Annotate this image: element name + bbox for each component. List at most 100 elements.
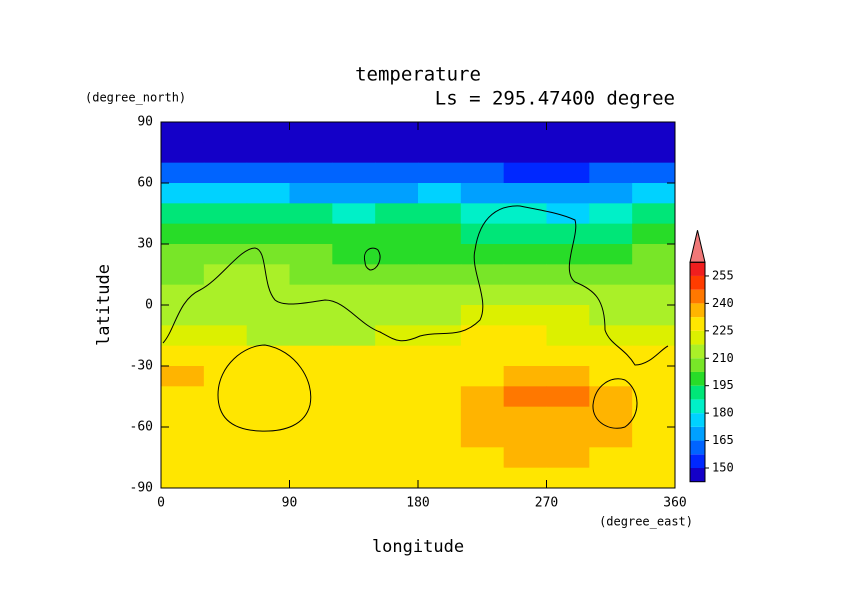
- y-tick-label: -90: [130, 481, 153, 496]
- cell: [203, 223, 248, 245]
- cell: [203, 345, 248, 367]
- cell: [203, 325, 248, 347]
- cell: [460, 325, 505, 347]
- cell: [246, 264, 290, 286]
- contour-line: [592, 378, 638, 429]
- cell: [418, 223, 462, 245]
- y-tick-label: 60: [137, 176, 153, 191]
- cell: [632, 427, 676, 448]
- cell: [418, 183, 462, 204]
- cell: [632, 223, 676, 245]
- cell: [203, 264, 248, 286]
- cell: [503, 183, 547, 204]
- cell: [546, 406, 590, 428]
- cell: [503, 122, 547, 143]
- cell: [546, 427, 590, 448]
- cell: [246, 325, 290, 347]
- colorbar-swatch: [690, 262, 705, 276]
- cell: [375, 142, 419, 164]
- cell: [460, 183, 505, 204]
- colorbar-swatch: [690, 371, 705, 386]
- y-tick-label: -60: [130, 420, 153, 435]
- cell: [632, 203, 676, 225]
- colorbar-tick-label: 240: [712, 296, 734, 310]
- colorbar-tick-label: 210: [712, 351, 734, 365]
- cell: [418, 264, 462, 286]
- y-axis-label: latitude: [94, 264, 114, 346]
- colorbar-swatch: [690, 344, 705, 359]
- cell: [503, 427, 547, 448]
- y-tick-label: -30: [130, 359, 153, 374]
- cell: [546, 122, 590, 143]
- cell: [332, 244, 376, 265]
- cell: [589, 264, 633, 286]
- cell: [632, 162, 676, 184]
- colorbar-swatch: [690, 385, 705, 400]
- cell: [161, 183, 205, 204]
- cell: [161, 203, 205, 225]
- cell: [460, 264, 505, 286]
- cell: [203, 203, 248, 225]
- cell: [332, 142, 376, 164]
- cell: [161, 366, 205, 387]
- cell: [375, 366, 419, 387]
- cell: [375, 264, 419, 286]
- cell: [418, 325, 462, 347]
- cell: [161, 223, 205, 245]
- cell: [418, 203, 462, 225]
- cell: [246, 162, 290, 184]
- cell: [203, 244, 248, 265]
- cell: [546, 467, 590, 489]
- cell: [503, 264, 547, 286]
- cell: [632, 447, 676, 469]
- cell: [589, 142, 633, 164]
- cell: [161, 447, 205, 469]
- cell: [332, 162, 376, 184]
- cell: [632, 366, 676, 387]
- contour-line: [363, 247, 381, 271]
- chart-title: temperature: [355, 64, 481, 86]
- cell: [203, 467, 248, 489]
- cell: [460, 305, 505, 326]
- x-units: (degree_east): [599, 515, 693, 529]
- cell: [375, 467, 419, 489]
- cell: [332, 264, 376, 286]
- cell: [418, 122, 462, 143]
- cell: [375, 345, 419, 367]
- x-tick-label: 180: [406, 496, 429, 511]
- cell: [161, 305, 205, 326]
- cell: [332, 447, 376, 469]
- cell: [289, 203, 333, 225]
- x-tick-label: 360: [663, 496, 686, 511]
- cell: [161, 162, 205, 184]
- cell: [289, 345, 333, 367]
- cell: [503, 203, 547, 225]
- cell: [375, 386, 419, 408]
- y-tick-label: 0: [145, 298, 153, 313]
- colorbar-tick-label: 255: [712, 268, 734, 282]
- cell: [460, 142, 505, 164]
- cell: [203, 284, 248, 306]
- cell: [289, 162, 333, 184]
- cell: [589, 386, 633, 408]
- y-tick-label: 90: [137, 115, 153, 130]
- cell: [375, 406, 419, 428]
- cell: [161, 325, 205, 347]
- colorbar-swatch: [690, 468, 705, 482]
- cell: [246, 305, 290, 326]
- cell: [332, 183, 376, 204]
- cell: [375, 244, 419, 265]
- cell: [503, 345, 547, 367]
- cell: [332, 284, 376, 306]
- cell: [460, 467, 505, 489]
- colorbar-swatch: [690, 454, 705, 468]
- cell: [289, 447, 333, 469]
- cell: [246, 386, 290, 408]
- cell: [375, 305, 419, 326]
- cell: [460, 366, 505, 387]
- cell: [289, 223, 333, 245]
- cell: [632, 345, 676, 367]
- cell: [503, 244, 547, 265]
- cell: [332, 203, 376, 225]
- cell: [161, 122, 205, 143]
